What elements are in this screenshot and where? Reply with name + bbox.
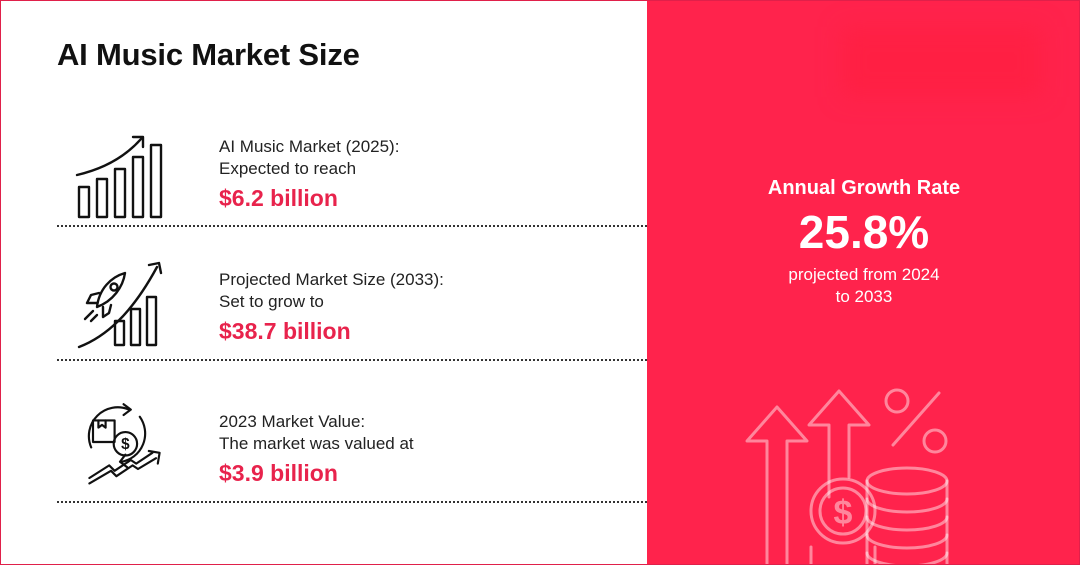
growth-heading: Annual Growth Rate xyxy=(767,177,961,199)
stat-row: Projected Market Size (2033): Set to gro… xyxy=(57,235,647,361)
stat-label: Projected Market Size (2033): xyxy=(219,270,444,289)
growth-rate-block: Annual Growth Rate 25.8% projected from … xyxy=(647,177,1079,308)
dotted-divider xyxy=(57,501,647,503)
stat-text: Projected Market Size (2033): Set to gro… xyxy=(219,269,444,345)
stat-text: AI Music Market (2025): Expected to reac… xyxy=(219,136,399,212)
stat-text: 2023 Market Value: The market was valued… xyxy=(219,411,414,487)
stat-subtext: Set to grow to xyxy=(219,292,324,311)
stat-value: $6.2 billion xyxy=(219,185,338,211)
rocket-growth-icon xyxy=(77,261,163,349)
stat-label: AI Music Market (2025): xyxy=(219,137,400,156)
decorative-glow xyxy=(842,27,1042,97)
dotted-divider xyxy=(57,359,647,361)
left-panel: AI Music Market Size AI Music Market (20… xyxy=(1,1,647,564)
growth-note: projected from 2024 to 2033 xyxy=(647,264,1079,308)
growth-note-line: to 2033 xyxy=(835,287,893,306)
growth-coins-icon: $ xyxy=(745,388,949,564)
stat-value: $3.9 billion xyxy=(219,460,338,486)
stat-value: $38.7 billion xyxy=(219,318,351,344)
stat-row: $ 2023 Market Value: The market was valu… xyxy=(57,377,647,503)
svg-text:$: $ xyxy=(834,494,853,532)
growth-panel: Annual Growth Rate 25.8% projected from … xyxy=(647,1,1079,564)
growth-rate-value: 25.8% xyxy=(798,206,930,258)
growth-bar-chart-icon xyxy=(75,135,163,219)
dotted-divider xyxy=(57,225,647,227)
growth-note-line: projected from 2024 xyxy=(788,265,940,284)
stat-subtext: Expected to reach xyxy=(219,159,357,178)
stat-row: AI Music Market (2025): Expected to reac… xyxy=(57,101,647,227)
stat-subtext: The market was valued at xyxy=(219,434,414,453)
svg-text:$: $ xyxy=(121,436,130,453)
money-cycle-icon: $ xyxy=(87,403,161,485)
stat-label: 2023 Market Value: xyxy=(219,412,366,431)
page-title: AI Music Market Size xyxy=(57,37,360,72)
